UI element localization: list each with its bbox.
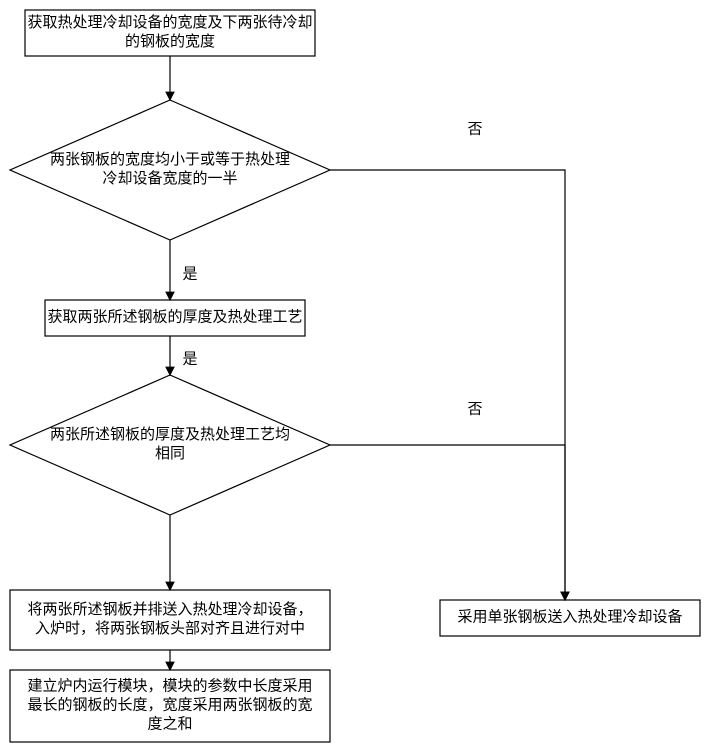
flowchart-node-n6: 建立炉内运行模块，模块的参数中长度采用最长的钢板的长度，宽度采用两张钢板的宽度之… bbox=[10, 670, 330, 742]
node-text-line: 建立炉内运行模块，模块的参数中长度采用 bbox=[27, 677, 312, 694]
flowchart-node-n2: 两张钢板的宽度均小于或等于热处理冷却设备宽度的一半 bbox=[10, 100, 330, 240]
node-text-line: 获取热处理冷却设备的宽度及下两张待冷却 bbox=[27, 14, 312, 31]
flowchart-edge-6 bbox=[330, 445, 565, 600]
node-text-line: 将两张所述钢板并排送入热处理冷却设备， bbox=[27, 600, 312, 618]
node-text-line: 冷却设备宽度的一半 bbox=[102, 170, 237, 187]
node-text-line: 最长的钢板的长度，宽度采用两张钢板的宽 bbox=[27, 695, 312, 713]
flowchart-node-n5: 将两张所述钢板并排送入热处理冷却设备，入炉时，将两张钢板头部对齐且进行对中 bbox=[10, 590, 330, 650]
node-text-line: 的钢板的宽度 bbox=[125, 32, 215, 50]
edge-label: 是 bbox=[182, 351, 197, 367]
node-text-line: 获取两张所述钢板的厚度及热处理工艺 bbox=[47, 307, 302, 325]
flowchart-node-n1: 获取热处理冷却设备的宽度及下两张待冷却的钢板的宽度 bbox=[25, 10, 315, 56]
flowchart-edge-5 bbox=[330, 170, 565, 600]
flowchart-node-n7: 采用单张钢板送入热处理冷却设备 bbox=[440, 600, 700, 636]
node-text-line: 相同 bbox=[155, 445, 185, 462]
node-text-line: 采用单张钢板送入热处理冷却设备 bbox=[457, 607, 682, 625]
edge-label: 否 bbox=[467, 401, 482, 417]
edge-label: 否 bbox=[467, 121, 482, 137]
node-text-line: 两张钢板的宽度均小于或等于热处理 bbox=[50, 150, 290, 168]
node-text-line: 入炉时，将两张钢板头部对齐且进行对中 bbox=[35, 619, 305, 637]
edge-label: 是 bbox=[182, 266, 197, 282]
node-text-line: 两张所述钢板的厚度及热处理工艺均 bbox=[50, 425, 290, 443]
node-text-line: 度之和 bbox=[147, 715, 192, 732]
flowchart-node-n4: 两张所述钢板的厚度及热处理工艺均相同 bbox=[10, 375, 330, 515]
flowchart-node-n3: 获取两张所述钢板的厚度及热处理工艺 bbox=[45, 300, 305, 336]
